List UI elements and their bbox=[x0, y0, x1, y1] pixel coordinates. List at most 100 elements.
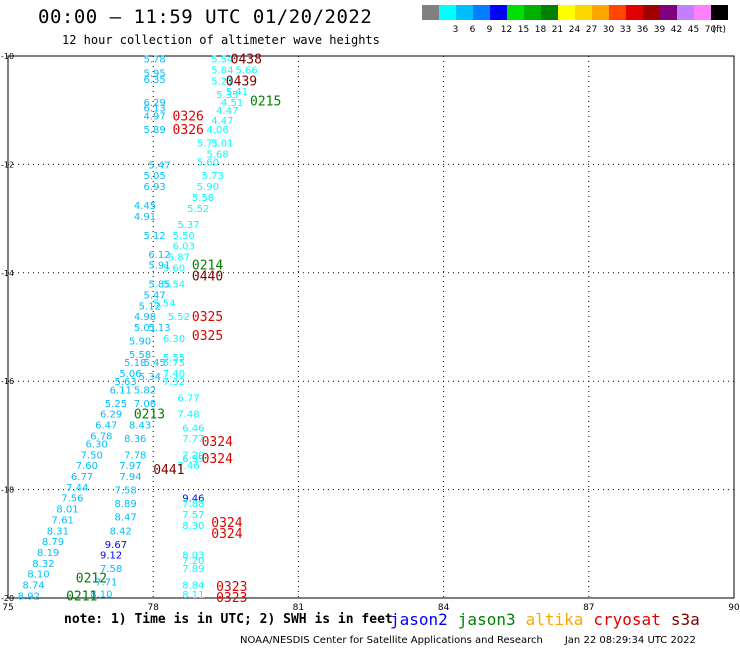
legend-tick-label: 42 bbox=[671, 25, 682, 35]
swh-value: 7.44 bbox=[66, 483, 88, 494]
swh-value: 6.11 bbox=[110, 385, 132, 396]
swh-value: 5.75 bbox=[163, 358, 185, 369]
legend-swatch bbox=[524, 5, 541, 20]
legend-swatch bbox=[677, 5, 694, 20]
swh-value: 6.03 bbox=[173, 242, 195, 253]
swh-value: 8.10 bbox=[27, 570, 49, 581]
swh-value: 5.41 bbox=[226, 87, 248, 98]
pass-time: 0439 bbox=[226, 74, 257, 89]
legend-tick-label: 24 bbox=[569, 25, 581, 35]
swh-value: 5.01 bbox=[211, 139, 233, 150]
satellite-jason2: jason2 bbox=[390, 610, 448, 629]
swh-value: 4.51 bbox=[221, 98, 243, 109]
legend-tick-label: 27 bbox=[586, 25, 597, 35]
lon-tick-label: 90 bbox=[728, 603, 740, 612]
swh-value: 5.06 bbox=[119, 369, 141, 380]
swh-value: 5.54 bbox=[163, 280, 185, 291]
generated-timestamp: Jan 22 08:29:34 UTC 2022 bbox=[564, 635, 696, 646]
swh-value: 8.74 bbox=[23, 580, 45, 591]
lat-tick-label: -16 bbox=[1, 377, 14, 386]
pass-time: 0324 bbox=[211, 516, 242, 531]
swh-value: 5.89 bbox=[144, 125, 166, 136]
swh-value: 5.60 bbox=[163, 263, 185, 274]
grid-lines bbox=[8, 56, 734, 598]
swh-value: 5.34 bbox=[139, 372, 161, 383]
swh-value: 5.05 bbox=[144, 171, 166, 182]
legend-swatch bbox=[592, 5, 609, 20]
legend-swatch bbox=[609, 5, 626, 20]
swh-value: 7.78 bbox=[124, 450, 146, 461]
pass-time: 0211 bbox=[66, 589, 97, 604]
lat-tick-label: -10 bbox=[1, 52, 14, 61]
legend-swatch bbox=[643, 5, 660, 20]
swh-value: 5.87 bbox=[168, 253, 190, 264]
legend-tick-label: 39 bbox=[654, 25, 666, 35]
legend-swatch bbox=[558, 5, 575, 20]
swh-value: 5.54 bbox=[211, 55, 233, 66]
swh-value: 5.37 bbox=[177, 220, 199, 231]
units-note: note: 1) Time is in UTC; 2) SWH is in fe… bbox=[64, 612, 393, 627]
swh-value: 9.12 bbox=[100, 551, 122, 562]
swh-value: 8.92 bbox=[18, 591, 40, 602]
swh-value: 9.46 bbox=[182, 494, 204, 505]
pass-time: 0214 bbox=[192, 259, 223, 274]
swh-value: 6.29 bbox=[100, 410, 122, 421]
swh-value: 5.78 bbox=[144, 55, 166, 66]
legend-swatch bbox=[575, 5, 592, 20]
lat-tick-label: -12 bbox=[1, 160, 14, 169]
pass-time: 0441 bbox=[153, 463, 184, 478]
swh-value: 7.89 bbox=[182, 564, 204, 575]
swh-value: 5.68 bbox=[206, 150, 228, 161]
swh-value: 7.61 bbox=[52, 515, 74, 526]
swh-value: 6.78 bbox=[90, 431, 112, 442]
swh-value: 5.50 bbox=[173, 231, 195, 242]
pass-time: 0325 bbox=[192, 329, 223, 344]
lat-tick-label: -20 bbox=[1, 594, 14, 603]
swh-value: 7.56 bbox=[61, 494, 83, 505]
legend-swatch bbox=[626, 5, 643, 20]
legend-tick-label: 12 bbox=[501, 25, 512, 35]
swh-value: 5.25 bbox=[105, 399, 127, 410]
swh-value: 8.30 bbox=[182, 521, 204, 532]
swh-value: 5.54 bbox=[153, 299, 175, 310]
swh-value: 9.67 bbox=[105, 540, 127, 551]
swh-value: 7.20 bbox=[182, 556, 204, 567]
swh-value: 7.46 bbox=[177, 461, 199, 472]
swh-value: 7.58 bbox=[100, 564, 122, 575]
legend-tick-label: 30 bbox=[603, 25, 615, 35]
lon-tick-label: 75 bbox=[2, 603, 13, 612]
axis-ticks: 75 78 81 84 87 90 -10 -12 -14 -16 -18 -20 bbox=[1, 52, 740, 612]
swh-value: 7.08 bbox=[134, 399, 156, 410]
legend-swatch bbox=[439, 5, 456, 20]
wave-height-map: 75 78 81 84 87 90-10-12-14-16-18-20 5.785.956… bbox=[1, 52, 740, 612]
satellite-altika: altika bbox=[525, 610, 584, 629]
swh-value: 5.47 bbox=[148, 160, 170, 171]
swh-value: 7.77 bbox=[182, 434, 204, 445]
swh-value: 5.58 bbox=[129, 350, 151, 361]
pass-time: 0440 bbox=[192, 270, 223, 285]
swh-value: 7.50 bbox=[81, 450, 103, 461]
swh-value: 6.13 bbox=[144, 103, 166, 114]
pass-time: 0324 bbox=[202, 452, 233, 467]
legend-swatch bbox=[660, 5, 677, 20]
swh-value: 4.97 bbox=[144, 112, 166, 123]
legend-tick-label: 6 bbox=[470, 25, 476, 35]
pass-time: 0215 bbox=[250, 94, 281, 109]
swh-value: 5.73 bbox=[202, 171, 224, 182]
satellite-cryosat: cryosat bbox=[593, 610, 661, 629]
swh-value: 5.71 bbox=[197, 139, 219, 150]
swh-value: 7.48 bbox=[177, 410, 199, 421]
lon-tick-label: 87 bbox=[583, 603, 594, 612]
legend-tick-label: 3 bbox=[453, 25, 459, 35]
pass-time: 0212 bbox=[76, 571, 107, 586]
swh-value: 5.35 bbox=[216, 90, 238, 101]
legend-swatch bbox=[711, 5, 728, 20]
map-frame bbox=[7, 55, 735, 599]
legend-unit: (ft) bbox=[712, 25, 726, 35]
lon-tick-label: 84 bbox=[438, 603, 450, 612]
swh-value: 5.12 bbox=[144, 231, 166, 242]
swh-value-labels: 5.785.956.356.296.134.975.895.545.84 5.66… bbox=[18, 55, 258, 603]
swh-value: 6.30 bbox=[163, 334, 185, 345]
swh-value: 5.82 bbox=[134, 385, 156, 396]
legend-swatch bbox=[422, 5, 439, 20]
